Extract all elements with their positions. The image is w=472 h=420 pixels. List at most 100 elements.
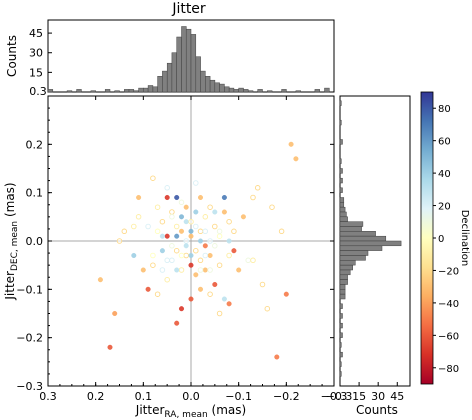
top-hist-bar (205, 76, 211, 93)
right-hist-bar (339, 240, 402, 247)
scatter-point (226, 252, 232, 259)
x-tick-label: 0.0 (182, 390, 200, 403)
top-hist-bar (152, 86, 158, 93)
top-hist-bar (243, 89, 249, 93)
top-hist-bar (114, 90, 120, 93)
scatter-point (207, 204, 213, 210)
scatter-point (259, 281, 266, 288)
x-tick-label: −0.2 (273, 390, 300, 403)
scatter-point (183, 204, 189, 210)
top-hist-bar (247, 90, 254, 93)
y-tick-label: 0.2 (26, 138, 44, 151)
top-hist-bar (281, 89, 287, 93)
y-tick-label: −0.3 (16, 380, 43, 393)
scatter-point (97, 277, 103, 283)
scatter-point (112, 311, 118, 317)
scatter-point (183, 252, 189, 259)
scatter-point (221, 296, 227, 302)
scatter-point (212, 282, 218, 288)
chart-title: Jitter (171, 1, 206, 17)
top-hist-bar (195, 56, 201, 93)
colorbar-tick-label: 40 (438, 169, 451, 180)
scatter-point (150, 175, 156, 181)
scatter-point (245, 257, 251, 264)
scatter-point (250, 257, 256, 264)
scatter-point (274, 354, 280, 360)
scatter-point (221, 194, 227, 200)
right-hist-bar (339, 255, 366, 261)
scatter-point (174, 267, 180, 273)
right-hist-bar (339, 371, 342, 377)
scatter-point (216, 262, 223, 268)
main-xlabel-unit: (mas) (208, 403, 246, 417)
top-hist-bar (157, 76, 163, 93)
right-hist-bar (339, 289, 346, 295)
right-hist-bar (339, 177, 343, 184)
scatter-point (193, 209, 199, 215)
right-hist-bar (339, 211, 347, 218)
scatter-point (202, 252, 209, 259)
scatter-point (145, 286, 151, 292)
right-hist-bar (339, 279, 348, 285)
scatter-point (226, 238, 232, 244)
top-hist-bar (209, 79, 216, 93)
scatter-point (178, 228, 184, 234)
scatter-point (174, 320, 180, 326)
scatter-point (150, 262, 156, 268)
scatter-point (140, 267, 146, 273)
main-xlabel: JitterRA, mean (mas) (135, 403, 246, 420)
top-hist-bar (104, 89, 111, 93)
colorbar-tick-label: −80 (438, 364, 459, 375)
scatter-point (169, 257, 175, 264)
right-hist-bar (339, 206, 346, 213)
colorbar-gradient (420, 91, 434, 385)
right-hist-bar (339, 260, 356, 266)
scatter-point (164, 185, 170, 191)
scatter-point (226, 301, 232, 307)
x-tick-label: 0.2 (87, 390, 105, 403)
right-histogram: 15 30 45 Counts −0.3 (326, 95, 411, 417)
scatter-point (197, 228, 204, 235)
colorbar-tick-label: −60 (438, 331, 459, 342)
scatter-point (278, 228, 285, 235)
scatter-point (188, 218, 194, 225)
scatter-point (207, 238, 213, 244)
scatter-point (174, 194, 180, 200)
top-hist-bar (162, 70, 168, 93)
top-histogram: 15 30 45 Counts 0.3 (5, 19, 335, 98)
colorbar: 80 60 40 20 0 −20 −40 −60 −80 Declination (420, 91, 470, 385)
top-hist-bar (138, 87, 144, 93)
scatter-point (107, 344, 113, 350)
right-hist-bar (339, 139, 343, 145)
top-hist-bar (185, 28, 192, 93)
right-hist-bar (339, 187, 343, 193)
scatter-point (207, 291, 213, 297)
scatter-point (197, 286, 203, 292)
right-hist-bar (339, 351, 343, 358)
scatter-point (188, 228, 194, 234)
right-hist-bar (339, 322, 343, 329)
top-hist-bar (324, 87, 330, 93)
scatter-point (207, 252, 213, 258)
scatter-point (121, 228, 128, 235)
right-hist-bar (339, 342, 342, 348)
top-hist-corner-label: 0.3 (29, 85, 47, 98)
main-ylabel-main: Jitter (3, 271, 17, 301)
scatter-point (231, 228, 237, 235)
right-hist-bar (339, 197, 345, 203)
scatter-point (164, 276, 170, 283)
scatter-point (216, 228, 223, 235)
scatter-point (150, 252, 156, 259)
scatter-point (173, 223, 180, 230)
scatter-point (193, 223, 199, 230)
top-hist-bar (267, 90, 273, 93)
colorbar-tick-label: 20 (438, 202, 451, 213)
top-hist-y-tick-label: 45 (29, 27, 43, 40)
right-hist-bar (339, 202, 345, 208)
scatter-point (116, 238, 123, 244)
scatter-point (212, 223, 218, 230)
scatter-point (159, 233, 165, 239)
top-hist-bar (200, 70, 206, 93)
right-hist-bar (339, 168, 343, 174)
